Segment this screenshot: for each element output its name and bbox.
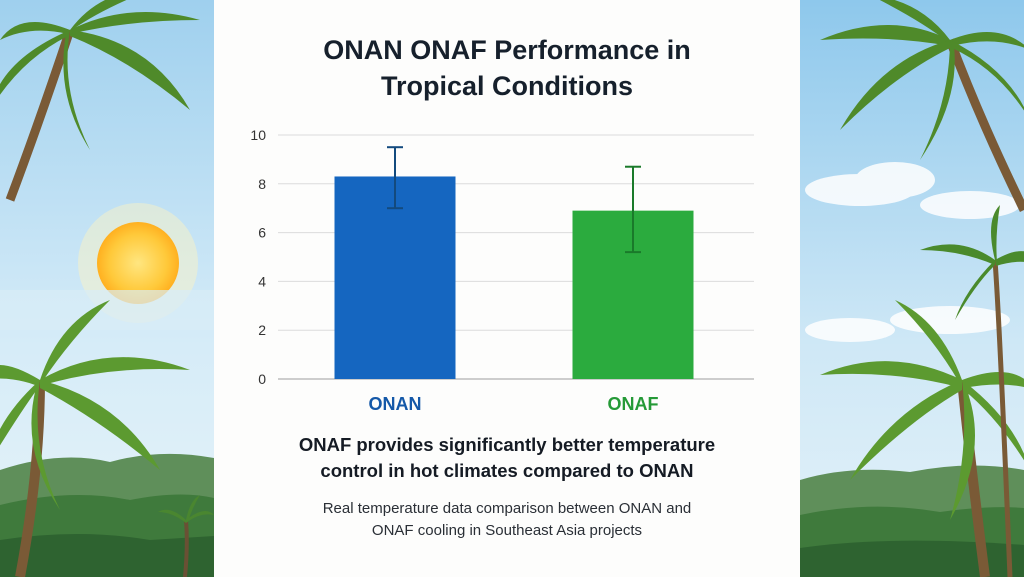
chart-title: ONAN ONAF Performance in Tropical Condit… <box>214 32 800 104</box>
chart-description: Real temperature data comparison between… <box>254 498 760 542</box>
hills-icon <box>0 453 214 577</box>
y-tick-label: 0 <box>258 371 266 387</box>
y-tick-label: 6 <box>258 225 266 241</box>
chart-title-line: Tropical Conditions <box>380 71 633 101</box>
description-line: Real temperature data comparison between… <box>322 500 692 517</box>
chart-title-line: ONAN ONAF Performance in <box>323 35 691 65</box>
y-tick-label: 8 <box>258 176 266 192</box>
y-tick-label: 4 <box>258 273 266 289</box>
left-background-scene <box>0 0 214 577</box>
chart-headline: ONAF provides significantly better tempe… <box>254 432 760 484</box>
hills-icon <box>800 465 1024 577</box>
palm-tree-icon <box>0 0 214 577</box>
x-category-label: ONAN <box>369 394 422 414</box>
description-line: ONAF cooling in Southeast Asia projects <box>371 522 643 539</box>
chart-panel: ONAN ONAF Performance in Tropical Condit… <box>214 0 800 577</box>
clouds-icon <box>805 162 1020 342</box>
headline-line: ONAF provides significantly better tempe… <box>298 434 716 455</box>
right-background-scene <box>800 0 1024 577</box>
headline-line: control in hot climates compared to ONAN <box>320 460 694 481</box>
y-tick-label: 2 <box>258 322 266 338</box>
bar-chart: 0 2 4 6 8 10 ONAN ONAF <box>250 127 754 414</box>
bar <box>334 176 456 379</box>
x-category-label: ONAF <box>608 394 659 414</box>
y-tick-label: 10 <box>250 127 266 143</box>
palm-tree-icon <box>820 0 1024 577</box>
